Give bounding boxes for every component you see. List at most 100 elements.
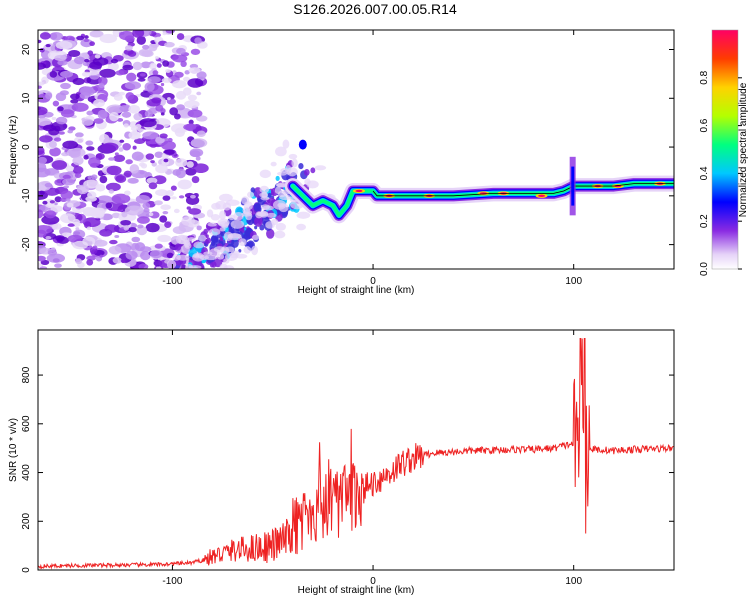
spectrogram-cell [115,70,125,76]
spectrogram-x-ticks: -100 0 100 [162,30,582,287]
spectrogram-cell [256,211,269,217]
spectrogram-cell [141,50,154,58]
spectrogram-cell [135,194,151,204]
spectrogram-cell [124,190,131,196]
spectrogram-cell [194,282,200,289]
spectrogram-cell [187,78,204,88]
snr-x-tick-label: 100 [565,576,582,587]
spectrogram-cell [229,252,239,259]
spectrogram-cell [166,252,174,259]
spectrogram-cell [192,252,205,262]
spectrogram-cell [72,165,84,175]
snr-plot-area [38,330,674,570]
spectrogram-cell [72,156,84,166]
spectrogram-cell [55,92,67,102]
spectrogram-cell [172,80,187,89]
spectrogram-cell [84,35,89,39]
spectrogram-cell [211,261,217,268]
spectrogram-cell [314,165,327,171]
spectrogram-cell [120,219,132,226]
spectrogram-cell [215,200,227,210]
spectrogram-cell [157,234,172,243]
spectrogram-y-tick-label: -10 [21,188,32,203]
spectrogram-cell [39,266,48,269]
spectrogram-cell [128,130,141,140]
spectrogram-cell [162,210,169,215]
spectrogram-cell [186,272,194,281]
spectrogram-cell [80,86,96,96]
spectrogram-cell [192,290,203,298]
spectrogram-cell [165,191,170,195]
spectrogram-cell [147,76,161,84]
spectrogram-cell [142,44,150,50]
spectrogram-cell [107,62,119,71]
spectrogram-cell [118,91,126,96]
spectrogram-cell [187,237,196,242]
spectrogram-cell [112,257,122,264]
spectrogram-cell [123,123,129,128]
spectrogram-cell [85,140,94,146]
snr-x-tick-label: 0 [370,576,376,587]
spectrogram-cell [121,211,128,218]
spectrogram-cell [189,271,197,276]
spectrogram-cell [62,140,79,150]
spectrogram-cell [44,210,57,219]
spectrogram-x-tick-label: 100 [565,276,582,287]
spectrogram-cell [148,212,154,217]
spectrogram-cell [125,159,133,165]
spectrogram-cell [186,293,193,301]
spectrogram-cell [122,64,134,71]
spectrogram-cell [148,182,158,190]
spectrogram-cell [38,167,51,178]
spectrogram-cell [185,275,189,279]
spectrogram-cell [186,161,194,168]
spectrogram-cell [192,269,198,277]
spectrogram-cell [67,223,75,227]
spectrogram-cell [272,199,287,210]
spectrogram-cell [285,164,292,175]
spectrogram-cell [193,241,205,249]
spectrogram-cell [207,271,212,277]
spectrogram-cell [76,184,89,195]
spectrogram-cell [71,102,89,112]
spectrogram-cell [154,243,163,249]
spectrogram-cell [38,81,45,86]
spectrogram-cell [74,136,84,144]
spectrogram-cell [124,81,142,90]
spectrogram-cell [271,191,275,196]
spectrogram-cell [132,145,137,150]
spectrogram-cell [109,112,120,122]
spectrogram-y-label: Frequency (Hz) [8,116,19,185]
spectrogram-cell [210,272,221,281]
spectrogram-cell [47,249,58,256]
spectrogram-cell [173,113,181,120]
spectrogram-cell [163,158,169,163]
spectrogram-cell [164,221,172,229]
spectrogram-cell [167,97,171,101]
spectrogram-cell [195,156,201,161]
spectrogram-cell [108,245,122,255]
spectrogram-ridge-center [372,183,674,197]
spectrogram-cell [136,216,150,224]
spectrogram-cell [138,263,149,269]
spectrogram-cell [152,70,159,76]
spectrogram-cell [93,99,105,108]
spectrogram-cell [155,164,168,174]
spectrogram-cell [49,147,61,157]
spectrogram-cell [184,100,200,109]
spectrogram-cell [146,98,161,107]
spectrogram-cell [202,269,210,278]
spectrogram-cell [250,187,256,193]
spectrogram-cell [196,130,206,137]
spectrogram-cell [274,230,286,239]
spectrogram-cell [96,195,114,205]
spectrogram-heatmap [38,30,674,301]
colorbar-tick-label: 0.4 [699,166,710,180]
spectrogram-cell [60,109,75,118]
spectrogram-cell [76,35,85,41]
spectrogram-cell [251,245,259,256]
spectrogram-cell [188,281,193,287]
colorbar-label: Normalized spectral amplitude [738,82,749,217]
spectrogram-cell [86,110,94,116]
spectrogram-cell [176,33,185,41]
